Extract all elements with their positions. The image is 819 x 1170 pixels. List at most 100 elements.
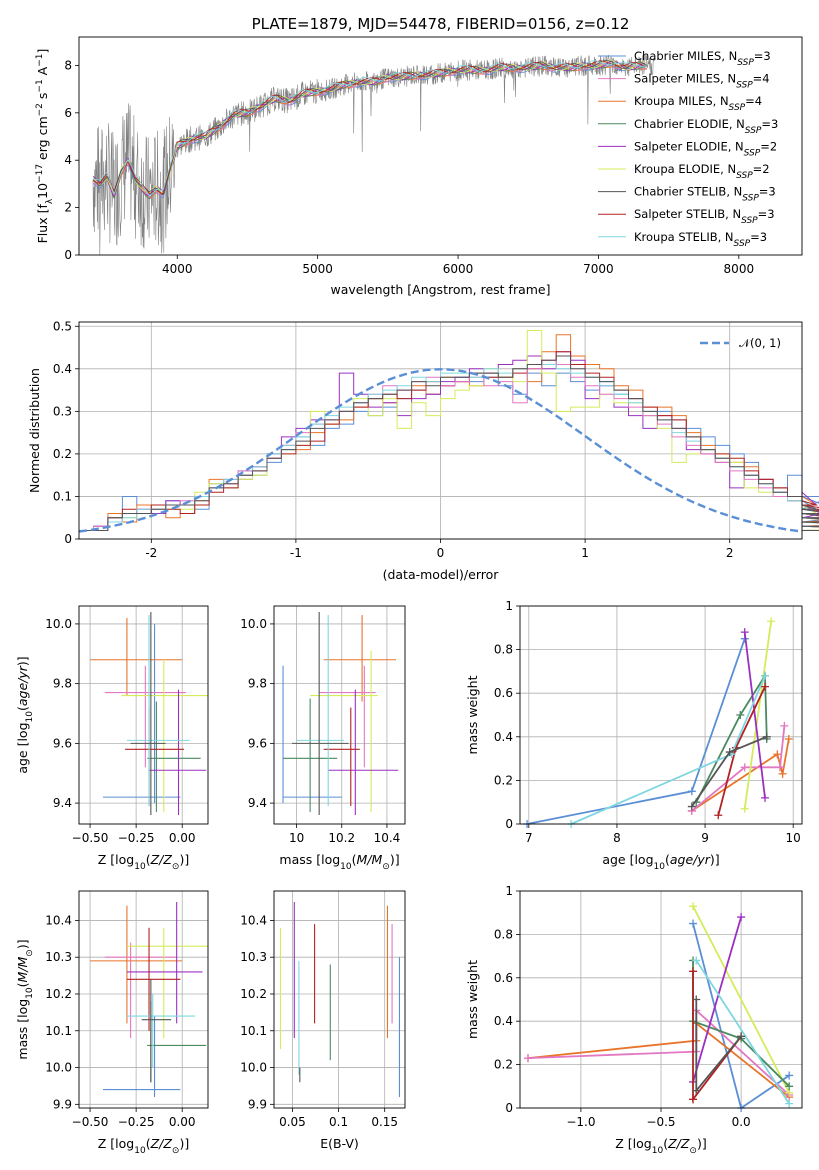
y-tick-label: 0.3 xyxy=(53,404,72,418)
x-axis-label: Z [log10(Z/Z⊙)] xyxy=(98,852,189,872)
z-weight-marker-6-0 xyxy=(689,967,698,976)
z-weight-marker-5-1 xyxy=(737,913,746,922)
x-tick-label: 7000 xyxy=(583,262,614,276)
x-axis-label: (data-model)/error xyxy=(383,567,500,582)
spectrum-axes xyxy=(75,65,740,259)
age-weight-marker-3-1 xyxy=(767,617,776,626)
z-weight-marker-7-1 xyxy=(785,1099,794,1108)
z-age-axes xyxy=(75,606,208,828)
age-weight-marker-8-0 xyxy=(687,802,696,811)
legend-entry-3: Chabrier ELODIE, NSSP=3 xyxy=(634,117,778,136)
legend-entry-2: Kroupa MILES, NSSP=4 xyxy=(634,94,762,113)
z-weight-marker-8-0 xyxy=(692,995,701,1004)
x-tick-label: 10.4 xyxy=(374,831,401,845)
y-axis-label: Normed distribution xyxy=(27,368,42,493)
y-tick-label: 9.4 xyxy=(53,796,72,810)
age-weight-axes xyxy=(516,605,802,828)
residual-histogram-4 xyxy=(79,351,819,531)
y-tick-label: 10.0 xyxy=(240,617,267,631)
y-axis-label: mass weight xyxy=(465,960,480,1039)
residual-histogram-6 xyxy=(79,364,819,531)
y-tick-label: 0 xyxy=(505,817,513,831)
z-age-frame xyxy=(78,605,209,825)
residual-histogram-7 xyxy=(79,355,819,531)
y-tick-label: 4 xyxy=(64,153,72,167)
y-tick-label: 10.1 xyxy=(45,1024,72,1038)
model-spectrum-1 xyxy=(92,63,647,198)
x-tick-label: −1.0 xyxy=(566,1115,595,1129)
x-tick-label: −0.5 xyxy=(646,1115,675,1129)
x-tick-label: 0 xyxy=(437,546,445,560)
model-spectrum-6 xyxy=(92,60,647,196)
model-spectrum-4 xyxy=(92,60,647,198)
age-weight-marker-0-1 xyxy=(687,787,696,796)
x-tick-label: 10 xyxy=(289,831,304,845)
x-tick-label: −0.25 xyxy=(118,831,155,845)
x-tick-label: −0.50 xyxy=(72,1115,109,1129)
z-weight-marker-8-1 xyxy=(692,1086,701,1095)
y-tick-label: 6 xyxy=(64,106,72,120)
y-tick-label: 10.2 xyxy=(45,987,72,1001)
y-tick-label: 9.8 xyxy=(248,677,267,691)
age-weight-marker-1-3 xyxy=(784,734,793,743)
x-tick-label: 0.15 xyxy=(371,1115,398,1129)
age-weight-marker-5-0 xyxy=(740,628,749,637)
y-tick-label: 9.6 xyxy=(248,736,267,750)
y-axis-label: mass [log10(M/M⊙)] xyxy=(15,939,35,1059)
age-weight-series-5 xyxy=(743,632,766,798)
ebv-mass-frame xyxy=(273,890,406,1109)
x-tick-label: 1 xyxy=(581,546,589,560)
y-tick-label: 9.9 xyxy=(248,1097,267,1111)
y-tick-label: 10.4 xyxy=(45,913,72,927)
x-tick-label: −0.50 xyxy=(72,831,109,845)
y-tick-label: 10.1 xyxy=(240,1024,267,1038)
x-axis-label: Z [log10(Z/Z⊙)] xyxy=(615,1136,706,1156)
x-tick-label: 6000 xyxy=(443,262,474,276)
legend-entry-4: Salpeter ELODIE, NSSP=2 xyxy=(634,139,777,158)
z-weight-marker-4-3 xyxy=(785,1082,794,1091)
x-tick-label: 4000 xyxy=(162,262,193,276)
x-tick-label: 7 xyxy=(525,831,533,845)
z-weight-marker-3-0 xyxy=(689,902,698,911)
z-mass-axes xyxy=(75,891,208,1112)
z-weight-series-2 xyxy=(527,1008,790,1096)
age-weight-series-6 xyxy=(717,686,766,816)
y-tick-label: 9.4 xyxy=(248,796,267,810)
y-tick-label: 10.3 xyxy=(240,950,267,964)
x-tick-label: -1 xyxy=(290,546,302,560)
age-weight-marker-2-2 xyxy=(775,763,784,772)
y-tick-label: 1 xyxy=(505,599,513,613)
y-tick-label: 0 xyxy=(64,532,72,546)
y-tick-label: 8 xyxy=(64,58,72,72)
ebv-mass-axes xyxy=(270,891,405,1112)
y-tick-label: 0.5 xyxy=(53,319,72,333)
z-weight-marker-0-2 xyxy=(785,1071,794,1080)
y-tick-label: 0.8 xyxy=(494,927,513,941)
legend-entry-0: Chabrier MILES, NSSP=3 xyxy=(634,49,771,68)
age-weight-marker-2-1 xyxy=(740,763,749,772)
spectrum-frame xyxy=(78,36,803,256)
z-weight-marker-7-0 xyxy=(692,956,701,965)
x-tick-label: 2 xyxy=(726,546,734,560)
age-weight-marker-4-1 xyxy=(736,711,745,719)
gaussian-curve xyxy=(78,368,803,533)
y-tick-label: 0.4 xyxy=(494,730,513,744)
legend-entry-7: Salpeter STELIB, NSSP=3 xyxy=(634,207,775,226)
x-axis-label: age [log10(age/yr)] xyxy=(602,852,719,872)
y-tick-label: 0.6 xyxy=(494,686,513,700)
model-spectrum-8 xyxy=(92,60,647,197)
y-tick-label: 10.3 xyxy=(45,950,72,964)
age-weight-marker-6-0 xyxy=(714,811,723,820)
y-tick-label: 0.1 xyxy=(53,489,72,503)
y-tick-label: 9.9 xyxy=(53,1097,72,1111)
y-tick-label: 0.2 xyxy=(53,447,72,461)
x-tick-label: -2 xyxy=(145,546,157,560)
y-axis-label: mass weight xyxy=(465,675,480,754)
x-tick-label: 10.2 xyxy=(328,831,355,845)
y-tick-label: 0.2 xyxy=(494,773,513,787)
y-tick-label: 10.0 xyxy=(45,617,72,631)
z-weight-series-7 xyxy=(695,959,790,1105)
x-tick-label: 8000 xyxy=(724,262,755,276)
x-tick-label: 8 xyxy=(613,831,621,845)
y-tick-label: 0 xyxy=(505,1101,513,1115)
